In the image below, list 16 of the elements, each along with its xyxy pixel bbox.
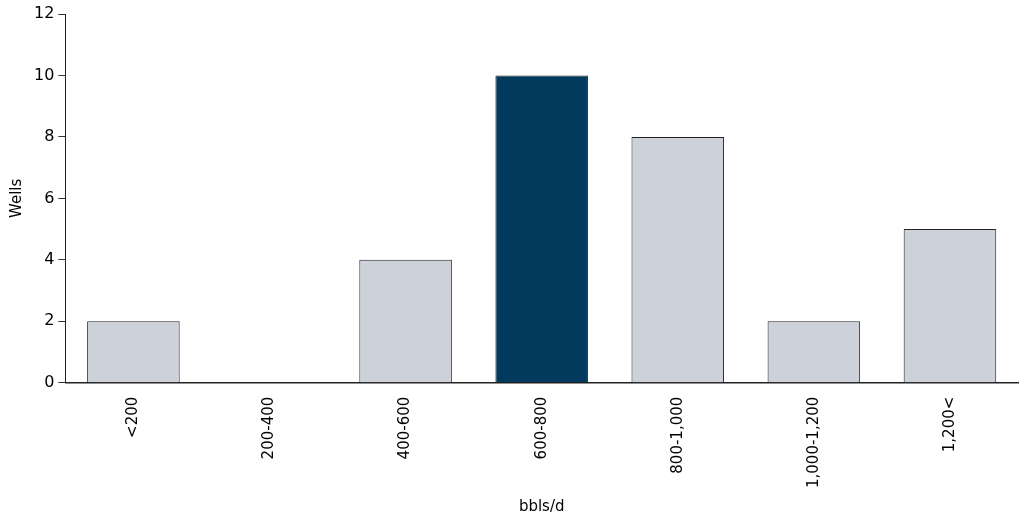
y-tick-label: 8 [44, 126, 55, 146]
y-tick-label: 6 [44, 187, 55, 207]
y-tick-label: 0 [44, 371, 55, 391]
x-tick-label: 800-1,000 [667, 396, 686, 474]
x-tick-label: 1,200< [939, 396, 958, 453]
x-tick-label: 200-400 [259, 396, 278, 460]
x-tick-label: 1,000-1,200 [803, 396, 822, 488]
y-tick-label: 12 [34, 3, 55, 23]
x-tick-label: <200 [123, 396, 142, 438]
x-axis-title: bbls/d [518, 496, 565, 515]
y-tick-label: 2 [44, 310, 55, 330]
y-tick-label: 10 [34, 64, 55, 84]
x-tick-label: 600-800 [531, 396, 550, 460]
x-tick-label: 400-600 [395, 396, 414, 460]
y-axis-title: Wells [6, 178, 25, 219]
y-tick-label: 4 [44, 248, 55, 268]
